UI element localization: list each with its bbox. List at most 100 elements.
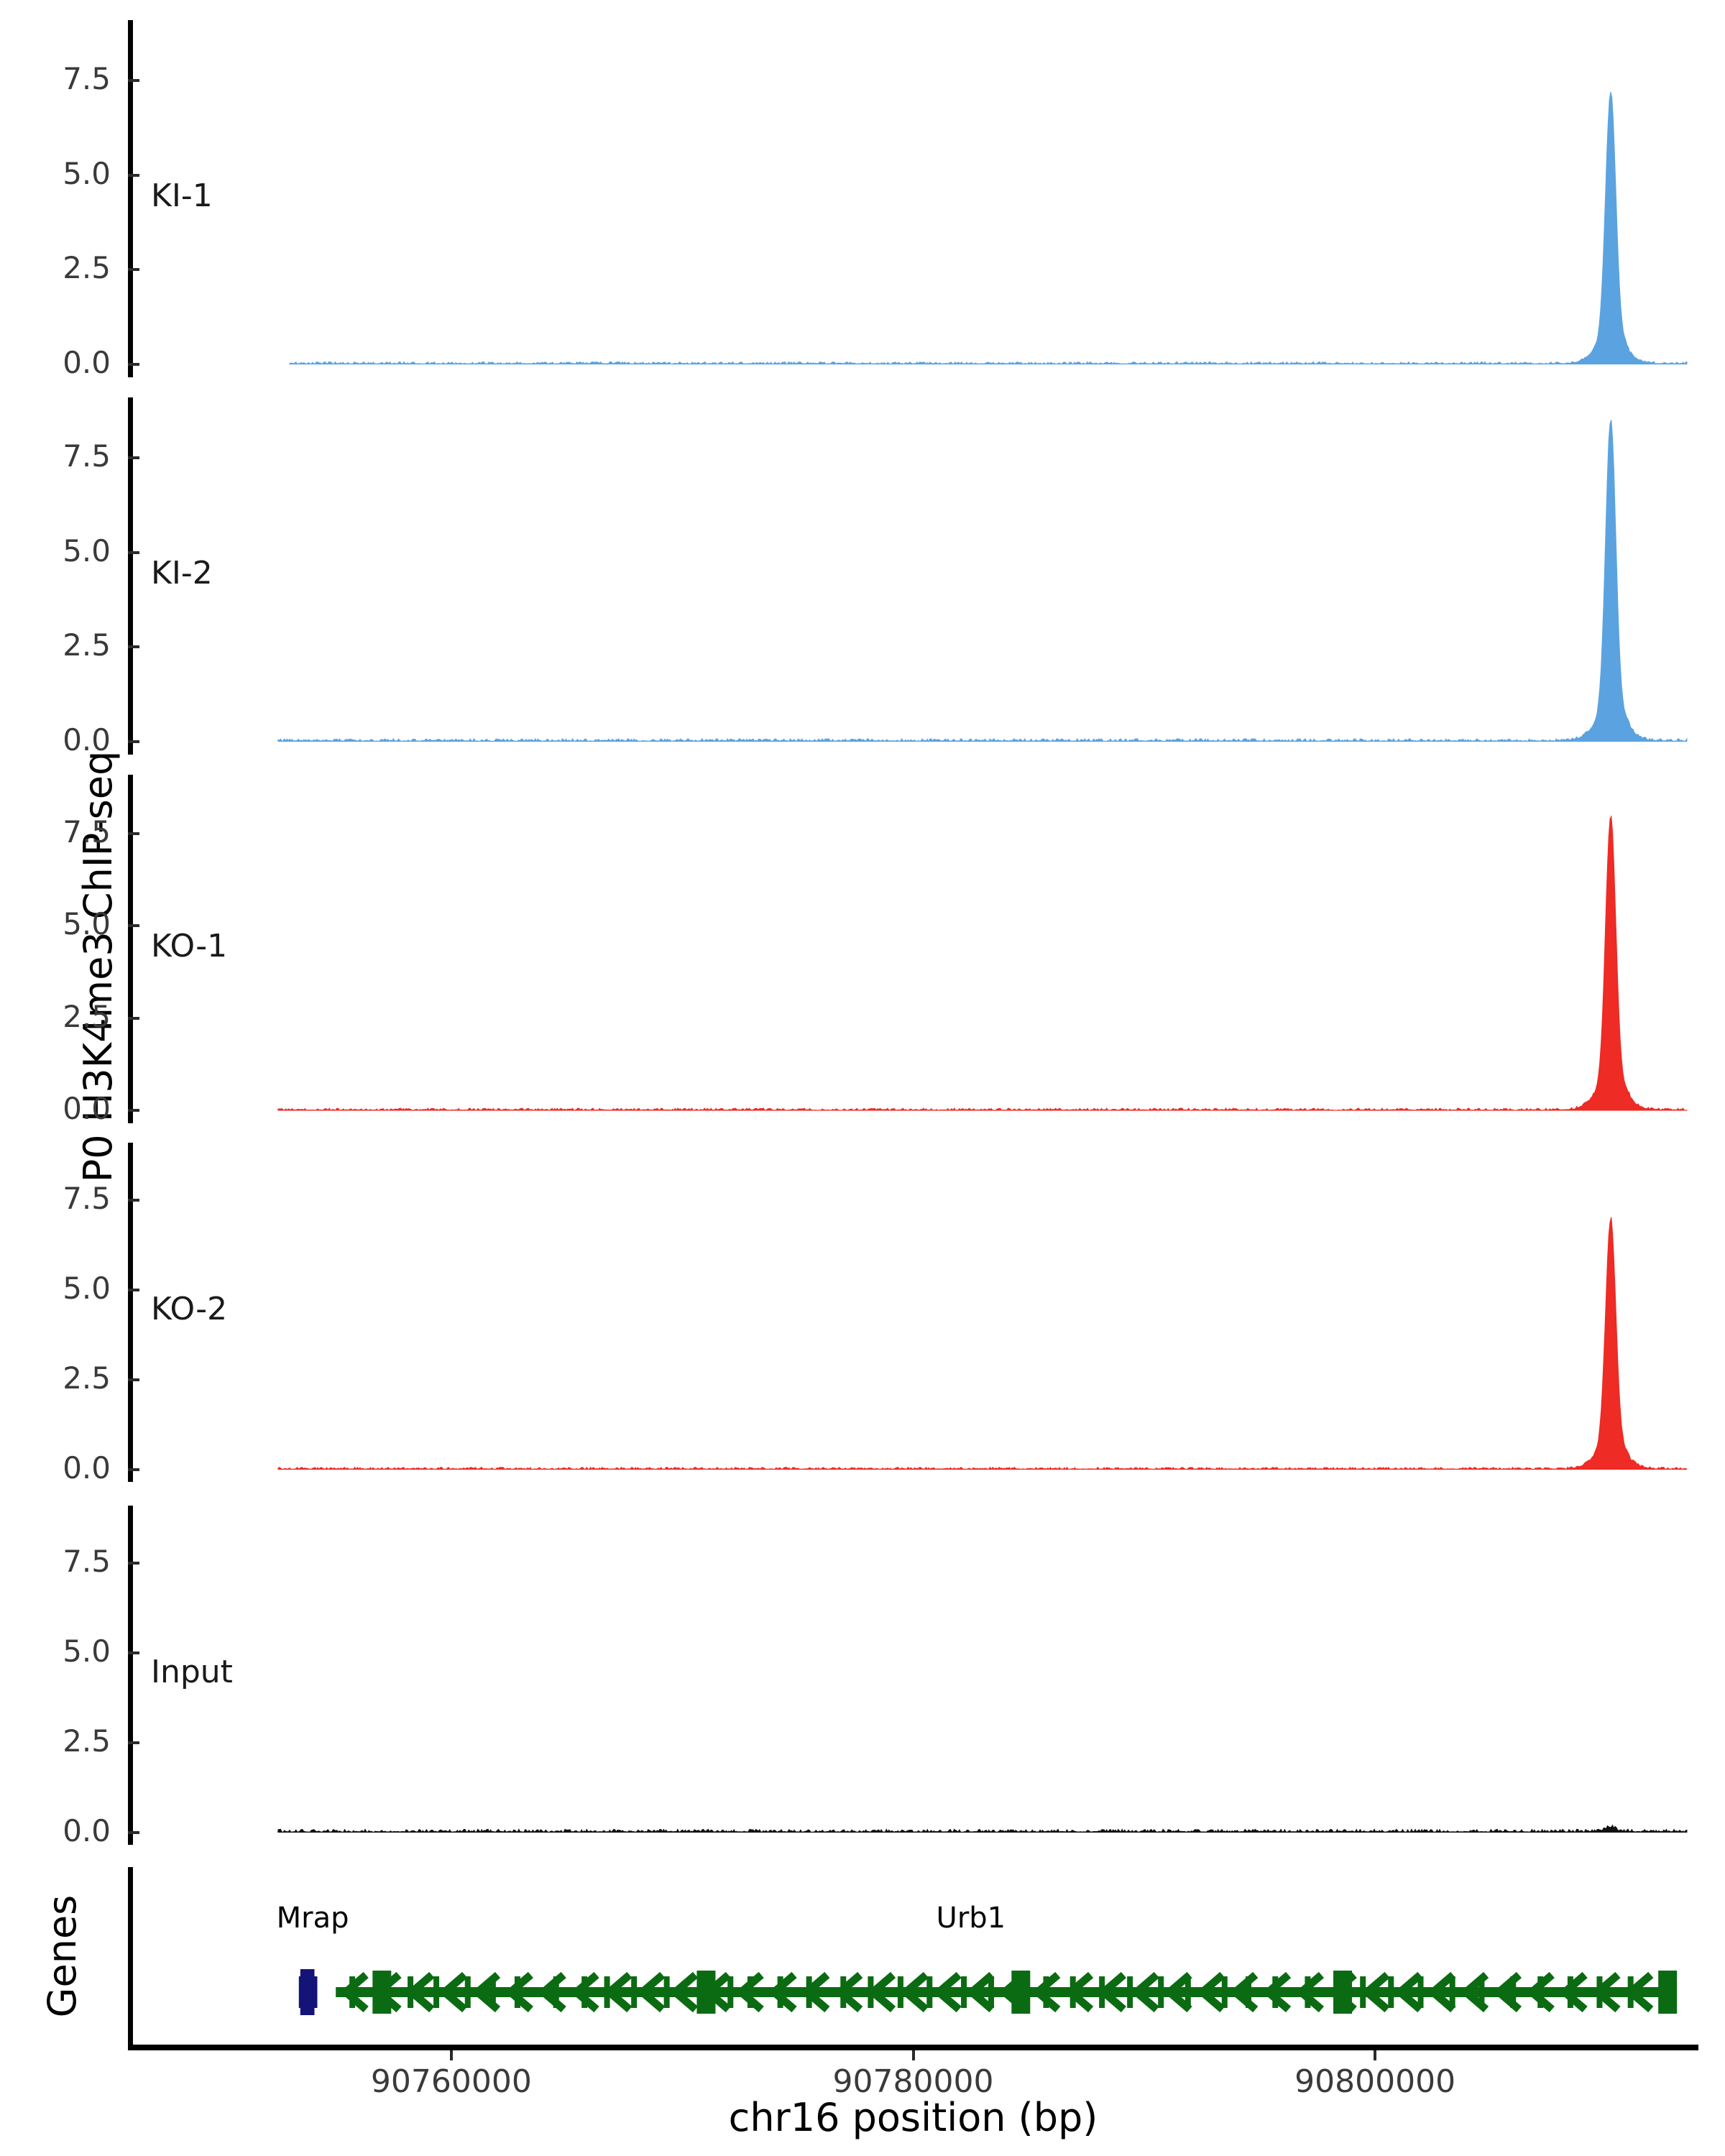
genes-track	[128, 1867, 1698, 2047]
gene-exon-block	[1449, 1976, 1455, 2008]
gene-exon-block	[1184, 1976, 1191, 2008]
gene-strand-arrow	[1068, 1971, 1094, 2013]
y-tick-label: 0.0	[63, 722, 111, 757]
y-tick-mark	[128, 645, 139, 649]
gene-exon-block	[408, 1976, 414, 2008]
gene-strand-arrow	[969, 1971, 995, 2013]
gene-strand-arrow	[409, 1971, 435, 2013]
gene-exon-block	[1099, 1976, 1105, 2008]
y-tick-label: 2.5	[63, 250, 111, 286]
gene-exon-block	[1158, 1976, 1164, 2008]
y-tick-label: 2.5	[63, 998, 111, 1034]
gene-exon-block	[631, 1976, 638, 2008]
gene-strand-arrow	[1430, 1971, 1456, 2013]
gene-strand-arrow	[1002, 1971, 1028, 2013]
y-tick-label: 5.0	[63, 1270, 111, 1306]
gene-strand-arrow	[442, 1971, 468, 2013]
x-tick-label: 90800000	[1294, 2063, 1456, 2100]
gene-strand-arrow	[771, 1971, 797, 2013]
gene-strand-arrow	[1628, 1971, 1654, 2013]
gene-strand-arrow	[574, 1971, 599, 2013]
gene-exon-block	[727, 1976, 734, 2008]
x-tick-mark	[449, 2050, 453, 2060]
y-tick-mark	[128, 1830, 139, 1834]
y-tick-mark	[128, 1651, 139, 1654]
y-tick-label: 5.0	[63, 155, 111, 191]
track-y-spine	[128, 20, 133, 377]
gene-exon-block	[581, 1976, 588, 2008]
track-y-spine	[128, 1506, 133, 1845]
y-tick-mark	[128, 1198, 139, 1202]
y-tick-label: 2.5	[63, 1723, 111, 1759]
y-tick-label: 7.5	[63, 61, 111, 97]
gene-exon-block	[747, 1976, 753, 2008]
y-tick-mark	[128, 456, 139, 460]
signal-plot-area	[133, 1506, 1698, 1845]
y-tick-label: 2.5	[63, 627, 111, 663]
gene-strand-arrow	[1397, 1971, 1423, 2013]
y-tick-mark	[128, 550, 139, 554]
gene-exon-block	[489, 1976, 496, 2008]
x-tick-label: 90760000	[370, 2063, 532, 2100]
track-ki-2: 0.0 2.5 5.0 7.5 KI-2	[63, 397, 1698, 757]
y-tick-mark	[128, 740, 139, 743]
gene-exon-block	[349, 1976, 356, 2008]
y-tick-label: 5.0	[63, 906, 111, 942]
gene-strand-arrow	[1298, 1971, 1325, 2013]
y-tick-mark	[128, 1741, 139, 1744]
signal-plot-area	[133, 20, 1698, 377]
track-y-spine	[128, 397, 133, 755]
gene-strand-arrow	[705, 1971, 731, 2013]
y-tick-mark	[128, 1288, 139, 1291]
gene-exon-block	[961, 1976, 967, 2008]
gene-strand-arrow	[1331, 1971, 1357, 2013]
x-axis	[128, 2045, 1698, 2050]
gene-label-mrap: Mrap	[276, 1902, 349, 1935]
gene-exon-block	[300, 1969, 315, 2015]
gene-exon-block	[1305, 1976, 1311, 2008]
gene-strand-arrow	[1529, 1971, 1555, 2013]
y-tick-mark	[128, 1109, 139, 1112]
signal-plot-area	[133, 775, 1698, 1123]
genes-panel-label: Genes	[40, 1894, 85, 2018]
y-tick-mark	[128, 268, 139, 272]
gene-exon-block	[1627, 1976, 1634, 2008]
signal-trace-ko-2	[277, 1217, 1688, 1470]
y-tick-label: 0.0	[63, 1812, 111, 1848]
gene-strand-arrow	[738, 1971, 764, 2013]
x-tick-label: 90780000	[832, 2063, 994, 2100]
gene-strand-arrow	[672, 1971, 699, 2013]
gene-models	[298, 1969, 1678, 2015]
track-ki-1: 0.0 2.5 5.0 7.5 KI-1	[63, 20, 1698, 380]
y-tick-label: 0.0	[63, 1091, 111, 1127]
y-tick-mark	[128, 1378, 139, 1381]
gene-strand-arrow	[1496, 1971, 1522, 2013]
genes-y-spine	[128, 1867, 133, 2047]
gene-strand-arrow	[870, 1971, 896, 2013]
gene-exon-block	[1510, 1976, 1517, 2008]
track-label-ki-1: KI-1	[151, 177, 213, 214]
y-tick-label: 7.5	[63, 1180, 111, 1216]
gene-exon-block	[1272, 1976, 1279, 2008]
gene-exon-block	[553, 1976, 559, 2008]
gene-exon-block	[464, 1976, 471, 2008]
y-tick-mark	[128, 173, 139, 177]
y-axis-label: P0 H3K4me3 ChIP-seq	[75, 750, 121, 1183]
gene-exon-block	[1127, 1976, 1133, 2008]
signal-plot-area	[133, 1143, 1698, 1482]
gene-label-urb1: Urb1	[936, 1902, 1006, 1935]
gene-strand-arrow	[1167, 1971, 1192, 2013]
y-tick-label: 7.5	[63, 1543, 111, 1579]
gene-exon-block	[777, 1976, 783, 2008]
gene-strand-arrow	[1595, 1971, 1621, 2013]
gene-strand-arrow	[1364, 1971, 1390, 2013]
gene-exon-block	[1658, 1971, 1678, 2014]
gene-exon-block	[663, 1976, 670, 2008]
signal-trace-ko-1	[277, 815, 1688, 1111]
y-tick-mark	[128, 79, 139, 83]
y-tick-label: 2.5	[63, 1360, 111, 1396]
track-label-ko-2: KO-2	[151, 1291, 228, 1327]
gene-exon-block	[1417, 1976, 1424, 2008]
y-tick-mark	[128, 362, 139, 366]
